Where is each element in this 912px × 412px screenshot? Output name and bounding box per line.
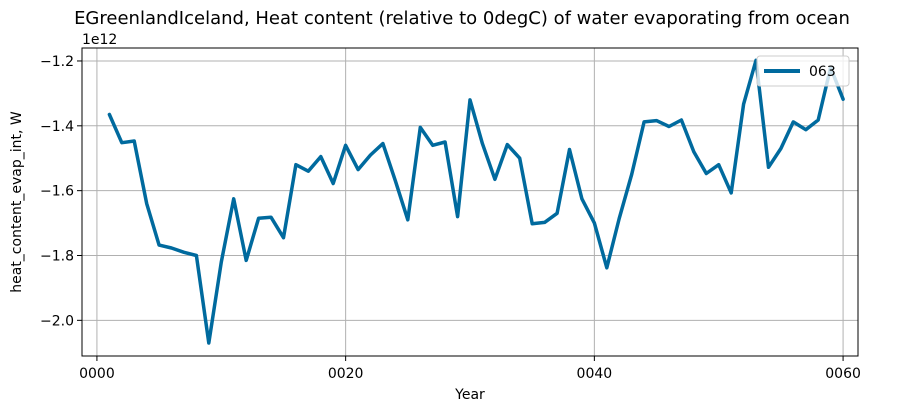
legend-label-063: 063 <box>809 64 836 80</box>
y-tick-label: −1.4 <box>40 119 74 135</box>
y-tick-label: −1.8 <box>40 248 74 264</box>
plot-frame <box>81 47 859 357</box>
y-tick-label: −2.0 <box>40 313 74 329</box>
legend: 063 <box>756 55 850 87</box>
plot-area <box>81 47 859 357</box>
x-tick-label: 0060 <box>825 366 861 382</box>
series-layer <box>107 58 845 345</box>
y-tick-label: −1.2 <box>40 54 74 70</box>
y-offset-label: 1e12 <box>82 32 117 48</box>
y-tick-label: −1.6 <box>40 184 74 200</box>
x-tick-label: 0020 <box>328 366 364 382</box>
y-axis-label: heat_content_evap_int, W <box>9 111 25 293</box>
x-axis-label: Year <box>454 387 485 403</box>
chart-title: EGreenlandIceland, Heat content (relativ… <box>74 8 850 29</box>
legend-frame <box>756 55 850 87</box>
x-axis: 0000 0020 0040 0060 <box>79 356 861 382</box>
x-tick-label: 0040 <box>577 366 613 382</box>
series-line-063 <box>107 58 845 345</box>
x-tick-label: 0000 <box>79 366 115 382</box>
grid-lines <box>82 48 858 356</box>
y-axis: −2.0 −1.8 −1.6 −1.4 −1.2 <box>40 54 82 329</box>
